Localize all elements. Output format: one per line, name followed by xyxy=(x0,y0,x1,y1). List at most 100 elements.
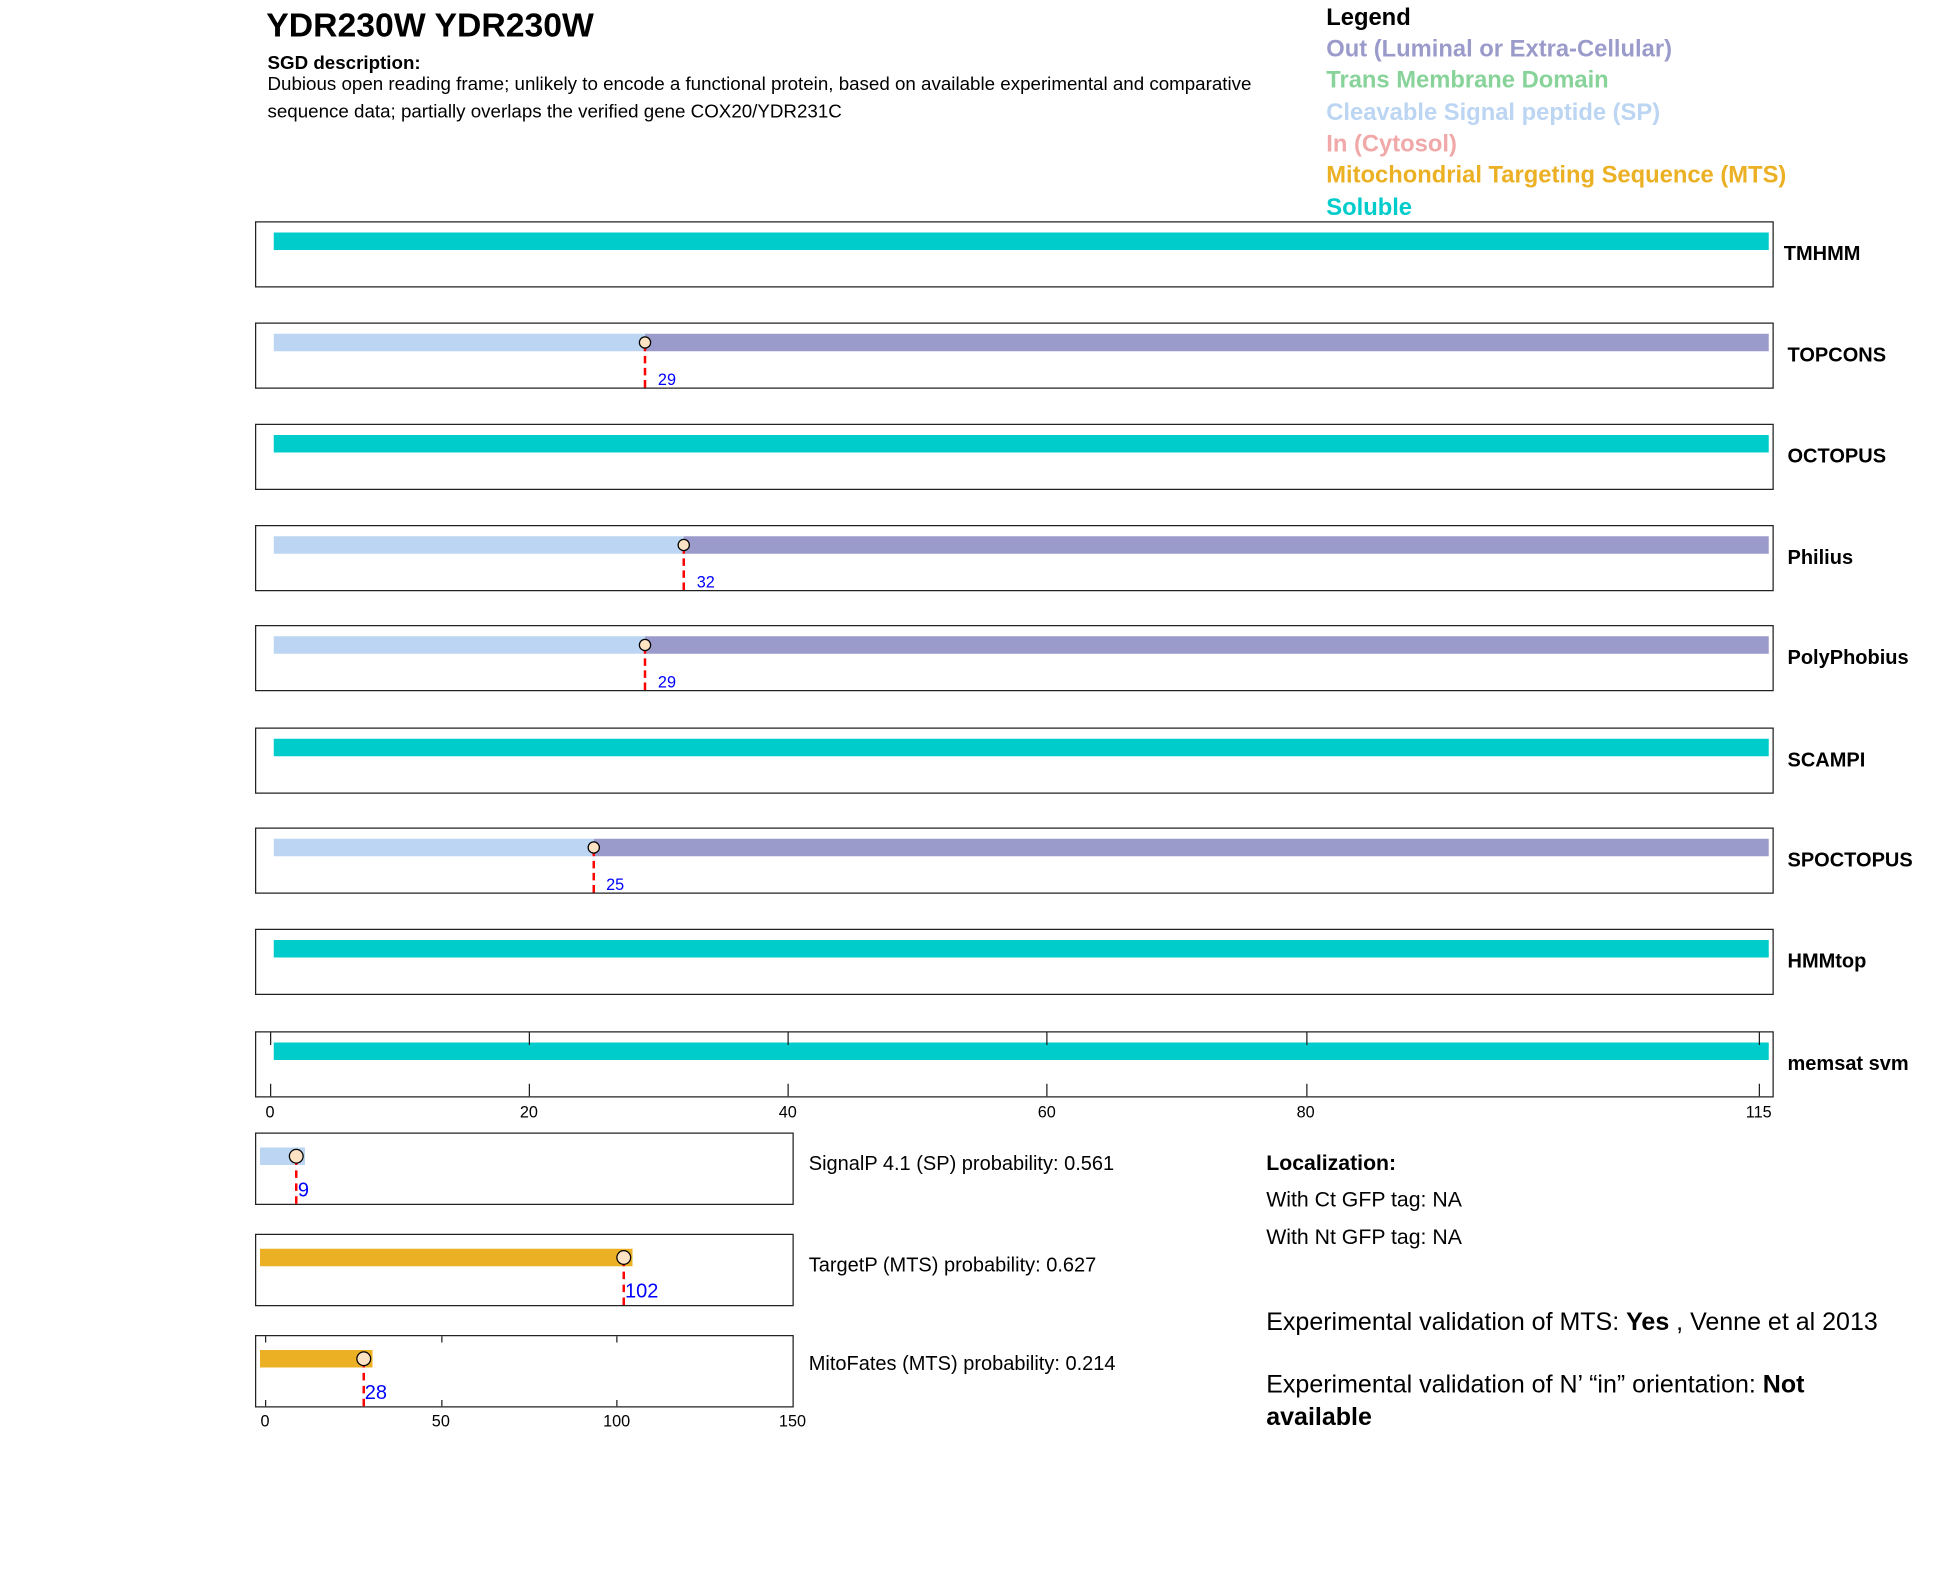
legend-item: In (Cytosol) xyxy=(1326,131,1457,158)
axis-tick xyxy=(265,1336,267,1343)
segment-sp xyxy=(273,838,594,857)
legend-item: Trans Membrane Domain xyxy=(1326,67,1609,95)
axis-tick-label: 60 xyxy=(1037,1102,1056,1122)
track-box xyxy=(255,727,1774,794)
axis-tick-label: 0 xyxy=(265,1102,275,1122)
track-box xyxy=(255,1031,1774,1098)
segment-soluble xyxy=(273,435,1769,453)
track-label: HMMtop xyxy=(1787,951,1867,973)
segment-mts xyxy=(260,1350,373,1368)
sgd-description: Dubious open reading frame; unlikely to … xyxy=(267,73,1252,123)
track-box xyxy=(255,827,1774,894)
track-label: PolyPhobius xyxy=(1787,647,1909,669)
prediction-label: MitoFates (MTS) probability: 0.214 xyxy=(808,1353,1116,1375)
cleavage-label: 32 xyxy=(696,572,715,592)
axis-tick xyxy=(1758,1032,1760,1045)
axis-tick-label: 115 xyxy=(1745,1102,1772,1122)
segment-mts xyxy=(260,1248,633,1267)
track-label: SCAMPI xyxy=(1787,750,1866,772)
track-box xyxy=(255,928,1774,995)
track-label: SPOCTOPUS xyxy=(1787,850,1913,872)
segment-sp xyxy=(273,333,646,352)
cleavage-line xyxy=(644,343,647,388)
segment-soluble xyxy=(273,1042,1769,1060)
axis-tick xyxy=(528,1083,531,1097)
axis-tick-label: 40 xyxy=(778,1102,797,1122)
axis-tick xyxy=(270,1032,272,1045)
localization-heading: Localization: xyxy=(1266,1151,1397,1175)
axis-tick xyxy=(528,1032,531,1045)
segment-sp xyxy=(273,636,646,654)
cleavage-marker xyxy=(289,1148,305,1164)
axis-tick-label: 0 xyxy=(260,1411,270,1430)
track-label: memsat svm xyxy=(1787,1053,1909,1075)
track-box xyxy=(255,322,1774,389)
axis-tick xyxy=(787,1083,790,1097)
segment-out xyxy=(645,333,1769,352)
mts-validation-prefix: Experimental validation of MTS: xyxy=(1266,1308,1627,1337)
cleavage-marker xyxy=(639,336,652,349)
axis-tick xyxy=(787,1032,790,1045)
cleavage-marker xyxy=(639,638,652,652)
axis-tick xyxy=(440,1336,443,1343)
legend-item: Out (Luminal or Extra-Cellular) xyxy=(1326,36,1672,63)
axis-tick xyxy=(616,1400,618,1407)
track-label: TOPCONS xyxy=(1787,345,1887,367)
segment-sp xyxy=(273,536,685,554)
localization-nt: With Nt GFP tag: NA xyxy=(1266,1225,1462,1249)
track-box xyxy=(255,625,1774,692)
axis-tick-label: 20 xyxy=(519,1102,538,1122)
prediction-box xyxy=(255,1233,794,1307)
prediction-box xyxy=(255,1335,794,1408)
cleavage-line xyxy=(644,646,647,690)
cleavage-label: 25 xyxy=(606,875,625,894)
axis-tick xyxy=(1046,1032,1048,1045)
cleavage-marker xyxy=(587,841,600,854)
localization-ct: With Ct GFP tag: NA xyxy=(1266,1187,1462,1212)
track-box xyxy=(255,221,1774,288)
segment-soluble xyxy=(273,738,1769,757)
track-label: TMHMM xyxy=(1783,243,1861,265)
axis-tick xyxy=(440,1400,443,1407)
cleavage-label: 102 xyxy=(624,1281,659,1303)
axis-tick-label: 150 xyxy=(778,1411,807,1430)
cleavage-line xyxy=(362,1360,365,1407)
legend-item: Soluble xyxy=(1326,194,1413,221)
axis-tick xyxy=(1305,1032,1307,1045)
prediction-label: TargetP (MTS) probability: 0.627 xyxy=(808,1255,1097,1277)
axis-tick xyxy=(616,1336,618,1343)
axis-tick xyxy=(1758,1083,1760,1097)
cleavage-label: 9 xyxy=(297,1180,310,1202)
cleavage-label: 28 xyxy=(364,1382,387,1404)
segment-soluble xyxy=(273,232,1769,250)
legend-heading: Legend xyxy=(1326,5,1411,32)
cleavage-line xyxy=(622,1258,625,1305)
mts-validation-value: Yes xyxy=(1626,1308,1670,1337)
orientation-validation-prefix: Experimental validation of N’ “in” orien… xyxy=(1266,1371,1763,1399)
sgd-heading: SGD description: xyxy=(267,52,421,74)
segment-out xyxy=(684,536,1769,554)
track-label: Philius xyxy=(1787,547,1854,569)
segment-out xyxy=(645,636,1769,654)
legend-item: Mitochondrial Targeting Sequence (MTS) xyxy=(1326,162,1787,189)
track-box xyxy=(255,423,1774,490)
mts-validation: Experimental validation of MTS: Yes , Ve… xyxy=(1266,1309,1878,1338)
orientation-validation-value: Not available xyxy=(1266,1371,1805,1432)
axis-tick xyxy=(270,1083,272,1097)
prediction-label: SignalP 4.1 (SP) probability: 0.561 xyxy=(808,1153,1115,1175)
prediction-box xyxy=(255,1132,794,1205)
cleavage-line xyxy=(683,546,686,590)
cleavage-marker xyxy=(678,538,691,552)
legend-item: Cleavable Signal peptide (SP) xyxy=(1326,99,1661,126)
cleavage-line xyxy=(592,848,595,893)
track-box xyxy=(255,525,1774,592)
axis-tick xyxy=(1046,1083,1048,1097)
axis-tick-label: 100 xyxy=(603,1411,631,1430)
axis-tick xyxy=(265,1400,267,1407)
axis-tick xyxy=(1305,1083,1307,1097)
page-title: YDR230W YDR230W xyxy=(266,6,594,44)
segment-out xyxy=(593,838,1769,857)
axis-tick-label: 80 xyxy=(1296,1102,1315,1122)
cleavage-marker xyxy=(616,1250,632,1265)
